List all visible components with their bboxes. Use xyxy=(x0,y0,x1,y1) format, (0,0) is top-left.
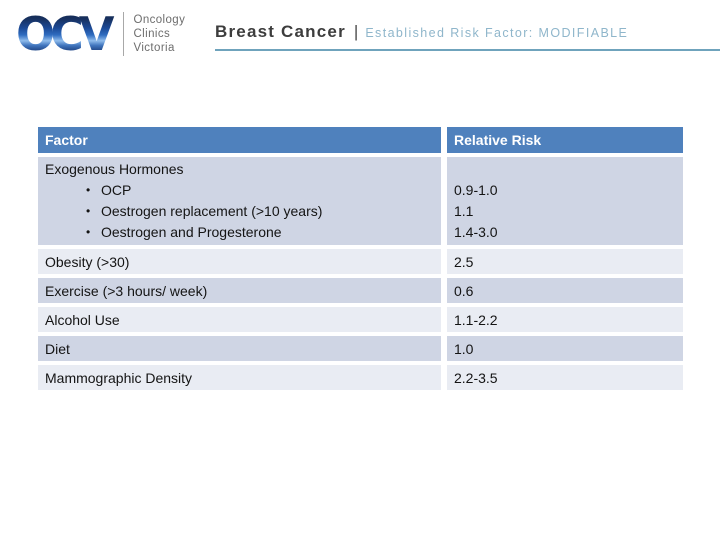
factor-label: Mammographic Density xyxy=(38,365,441,390)
risk-factor-table: Factor Relative Risk Exogenous Hormones … xyxy=(38,127,683,394)
ocv-logo: OCV Oncology Clinics Victoria xyxy=(16,10,185,58)
factor-bullet: Oestrogen replacement (>10 years) xyxy=(45,201,441,222)
risk-cell: 0.9-1.0 1.1 1.4-3.0 xyxy=(447,157,683,245)
risk-value: 1.1 xyxy=(454,203,474,219)
risk-value: 1.4-3.0 xyxy=(454,224,498,240)
risk-value: 0.9-1.0 xyxy=(454,182,498,198)
title-underline xyxy=(215,49,720,51)
ocv-logo-acronym: OCV xyxy=(16,10,123,58)
factor-cell: Exogenous Hormones OCP Oestrogen replace… xyxy=(38,157,441,245)
risk-value: 1.1-2.2 xyxy=(447,307,683,332)
slide-title-row: Breast Cancer | Established Risk Factor:… xyxy=(215,22,720,42)
factor-label: Diet xyxy=(38,336,441,361)
factor-bullet: Oestrogen and Progesterone xyxy=(45,222,441,243)
factor-label: Exercise (>3 hours/ week) xyxy=(38,278,441,303)
column-header-relative-risk: Relative Risk xyxy=(447,127,683,153)
risk-value: 2.5 xyxy=(447,249,683,274)
factor-label: Obesity (>30) xyxy=(38,249,441,274)
logo-word-victoria: Victoria xyxy=(133,42,175,54)
factor-bullet: OCP xyxy=(45,180,441,201)
logo-divider xyxy=(123,12,125,56)
logo-wordmark: Oncology Clinics Victoria xyxy=(133,13,185,55)
slide-title: Breast Cancer xyxy=(215,22,346,41)
risk-value: 1.0 xyxy=(447,336,683,361)
risk-value: 2.2-3.5 xyxy=(447,365,683,390)
risk-value: 0.6 xyxy=(447,278,683,303)
logo-word-clinics: Clinics xyxy=(133,28,171,40)
factor-label: Exogenous Hormones xyxy=(45,161,184,177)
table-row-mammographic-density: Mammographic Density 2.2-3.5 xyxy=(38,365,683,390)
title-separator: | xyxy=(353,22,359,41)
column-header-factor: Factor xyxy=(38,127,441,153)
slide-subtitle: Established Risk Factor: MODIFIABLE xyxy=(365,26,629,40)
slide-header: Breast Cancer | Established Risk Factor:… xyxy=(215,22,720,51)
factor-label: Alcohol Use xyxy=(38,307,441,332)
table-row-diet: Diet 1.0 xyxy=(38,336,683,361)
table-row-exogenous-hormones: Exogenous Hormones OCP Oestrogen replace… xyxy=(38,157,683,245)
logo-word-oncology: Oncology xyxy=(133,14,186,26)
table-row-exercise: Exercise (>3 hours/ week) 0.6 xyxy=(38,278,683,303)
table-header-row: Factor Relative Risk xyxy=(38,127,683,153)
table-row-obesity: Obesity (>30) 2.5 xyxy=(38,249,683,274)
table-row-alcohol-use: Alcohol Use 1.1-2.2 xyxy=(38,307,683,332)
